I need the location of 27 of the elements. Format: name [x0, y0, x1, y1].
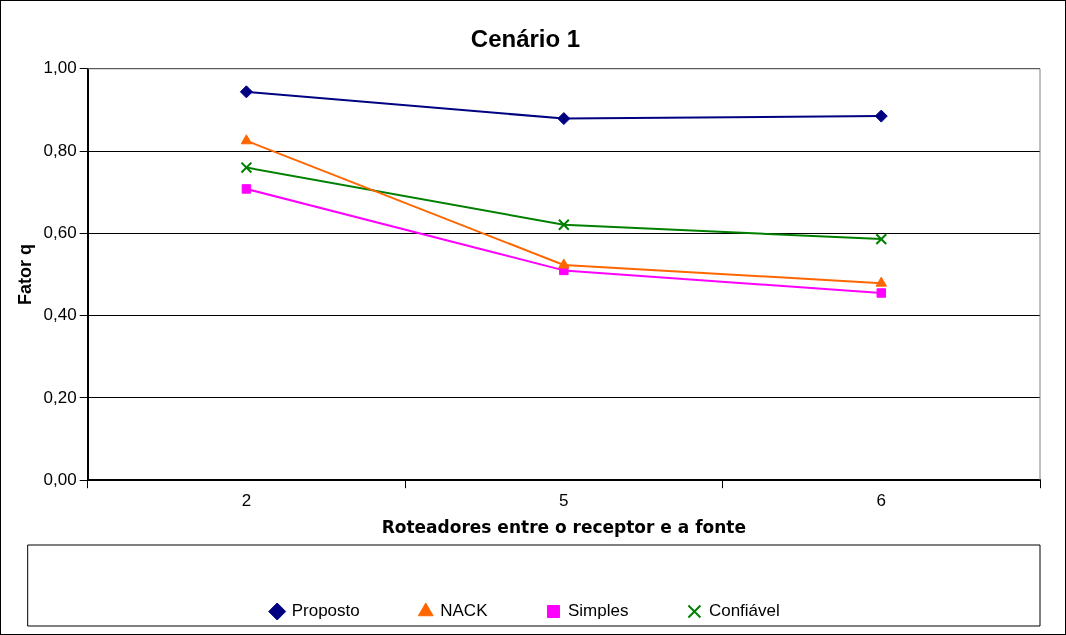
point	[876, 288, 887, 298]
point	[557, 112, 571, 126]
legend-label: NACK	[440, 601, 489, 621]
point	[240, 134, 253, 145]
point	[239, 85, 253, 99]
legend-label: Simples	[567, 601, 629, 621]
point	[558, 258, 570, 269]
x-tick-label: 2	[241, 491, 252, 511]
x-tick-label: 5	[559, 491, 569, 511]
legend-label: Confiável	[708, 601, 780, 621]
point	[241, 184, 252, 194]
legend-label: Proposto	[291, 601, 360, 621]
point	[875, 233, 888, 246]
point	[874, 109, 888, 123]
y-tick-label: 0,40	[43, 305, 77, 325]
chart-title: Cenário 1	[470, 25, 581, 53]
y-tick-label: 0,80	[43, 140, 77, 160]
y-axis-title: Fator q	[14, 244, 35, 305]
y-tick-label: 1,00	[43, 58, 77, 78]
point	[875, 276, 887, 287]
y-tick-label: 0,20	[43, 387, 77, 407]
y-tick-label: 0,60	[43, 223, 77, 243]
x-axis-title: Roteadores entre o receptor e a fonte	[381, 517, 747, 538]
point	[240, 161, 253, 174]
x-tick-label: 6	[876, 491, 887, 511]
point	[557, 218, 570, 231]
y-tick-label: 0,00	[43, 469, 77, 489]
